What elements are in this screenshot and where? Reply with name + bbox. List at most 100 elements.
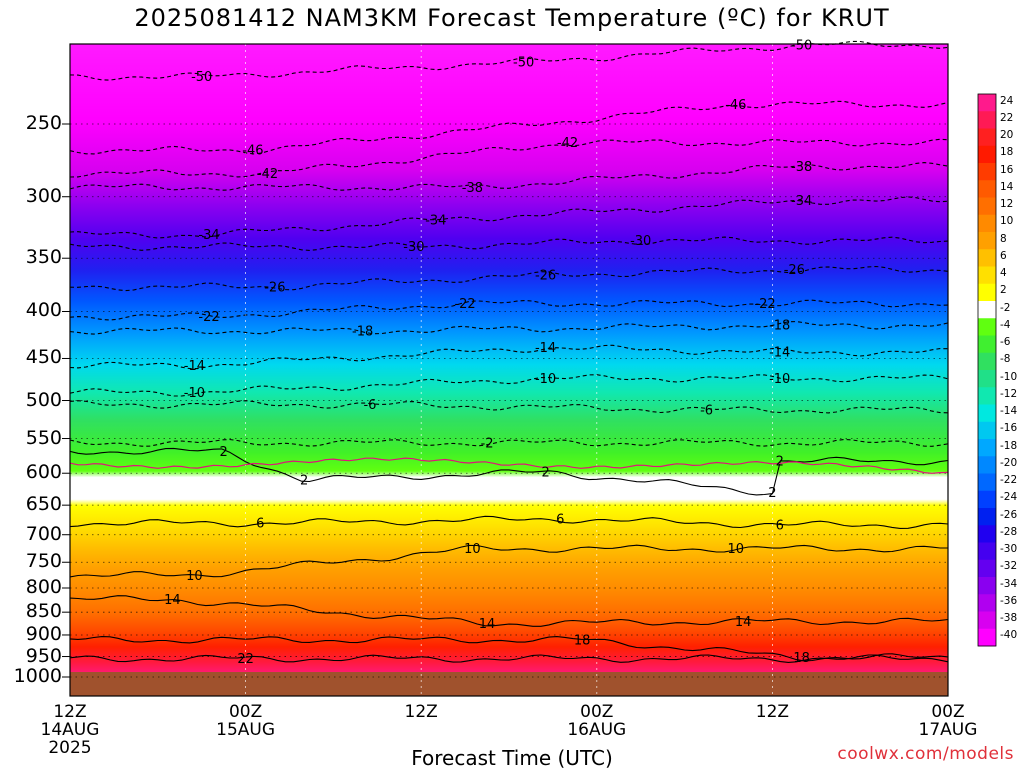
- contour-label: 22: [237, 652, 254, 667]
- x-tick-label-line: 00Z: [931, 702, 965, 722]
- colorbar-label: -38: [1000, 612, 1018, 625]
- y-tick-label: 700: [25, 522, 62, 545]
- contour-label: 6: [556, 513, 564, 528]
- contour-label: 10: [186, 569, 203, 584]
- contour-label: -30: [630, 234, 651, 249]
- colorbar-label: -12: [1000, 387, 1018, 400]
- contour-line: [69, 374, 949, 397]
- contour-label: -14: [535, 341, 556, 356]
- contour-label: -18: [352, 324, 373, 339]
- colorbar-label: -16: [1000, 422, 1018, 435]
- colorbar-swatch: [978, 542, 996, 561]
- y-tick-label: 250: [25, 112, 62, 134]
- contour-line: [69, 321, 949, 335]
- colorbar-swatch: [978, 490, 996, 509]
- y-tick-label: 450: [25, 346, 62, 369]
- colorbar-label: -20: [1000, 456, 1018, 469]
- contour-label: -22: [754, 297, 775, 312]
- x-tick-label-line: 15AUG: [216, 720, 276, 740]
- y-tick-label: 550: [25, 426, 62, 449]
- y-tick-label: 300: [25, 184, 62, 207]
- contour-label: -42: [257, 167, 278, 182]
- colorbar-label: 8: [1000, 232, 1007, 245]
- contour-label: -34: [425, 213, 446, 228]
- contour-label: 14: [164, 593, 181, 608]
- colorbar-swatch: [978, 439, 996, 457]
- colorbar-label: -34: [1000, 577, 1018, 590]
- contour-label: -50: [791, 38, 812, 53]
- contour-label: -46: [725, 98, 746, 113]
- y-tick-label: 850: [25, 600, 62, 623]
- colorbar-label: -6: [1000, 336, 1011, 349]
- contour-label: -26: [784, 263, 805, 278]
- colorbar-swatch: [978, 508, 996, 526]
- colorbar-swatch: [978, 301, 996, 319]
- colorbar-swatch: [978, 421, 996, 440]
- contour-label: 6: [256, 517, 264, 532]
- contour-label: -46: [242, 144, 263, 159]
- freezing-level-line: [69, 457, 949, 474]
- y-tick-label: 950: [25, 644, 62, 667]
- contour-label: -26: [535, 268, 556, 283]
- contour-labels: -50-50-50-46-46-42-42-38-38-34-34-34-30-…: [164, 38, 812, 667]
- colorbar-swatch: [978, 404, 996, 423]
- colorbar-swatch: [978, 128, 996, 147]
- contour-line: [69, 438, 949, 447]
- plot-frame: [69, 43, 949, 697]
- colorbar-swatch: [978, 318, 996, 336]
- contour-label: -10: [769, 372, 790, 387]
- colorbar-label: -24: [1000, 491, 1018, 504]
- contour-line: [69, 40, 949, 81]
- x-tick-label: 12Z: [376, 703, 466, 721]
- y-tick-label: 650: [25, 493, 62, 516]
- y-tick-label: 350: [25, 246, 62, 269]
- contour-label: 2: [220, 445, 228, 460]
- contour-label: -10: [535, 372, 556, 387]
- contour-label: -38: [791, 160, 812, 175]
- contour-line: [69, 236, 949, 251]
- colorbar-swatch: [978, 94, 996, 112]
- colorbar-swatch: [978, 352, 996, 371]
- contour-label: 2: [776, 455, 784, 470]
- colorbar-label: -14: [1000, 405, 1018, 418]
- colorbar-label: -4: [1000, 318, 1011, 331]
- contour-line: [69, 447, 949, 496]
- colorbar-swatch: [978, 628, 996, 647]
- colorbar-swatch: [978, 611, 996, 630]
- y-tick-label: 400: [25, 299, 62, 322]
- colorbar-label: -10: [1000, 370, 1018, 383]
- colorbar-label: -26: [1000, 508, 1018, 521]
- contour-line: [69, 196, 949, 239]
- y-tick-label: 600: [25, 461, 62, 484]
- contour-label: -50: [191, 70, 212, 85]
- colorbar-label: 18: [1000, 146, 1014, 159]
- colorbar-swatch: [978, 163, 996, 181]
- contour-line: [69, 595, 949, 627]
- colorbar-label: -22: [1000, 474, 1018, 487]
- colorbar-swatch: [978, 370, 996, 388]
- colorbar-label: -36: [1000, 594, 1018, 607]
- contour-line: [69, 138, 949, 178]
- colorbar-label: -30: [1000, 543, 1018, 556]
- colorbar-swatch: [978, 145, 996, 164]
- contour-label: -2: [481, 436, 494, 451]
- contour-label: -42: [557, 136, 578, 151]
- y-tick-label: 750: [25, 550, 62, 573]
- colorbar-label: -18: [1000, 439, 1018, 452]
- contour-label: 14: [735, 615, 752, 630]
- contour-label: 2: [300, 473, 308, 488]
- x-tick-label-line: 2025: [48, 738, 92, 758]
- contour-label: -30: [403, 240, 424, 255]
- contour-label: -34: [198, 228, 219, 243]
- colorbar-label: 16: [1000, 163, 1014, 176]
- contour-line: [69, 162, 949, 191]
- colorbar-label: 2: [1000, 284, 1007, 297]
- x-tick-label-line: 17AUG: [918, 720, 978, 740]
- colorbar-label: 10: [1000, 215, 1014, 228]
- x-tick-label-line: 00Z: [228, 702, 263, 722]
- colorbar-swatch: [978, 266, 996, 285]
- colorbar-swatch: [978, 249, 996, 267]
- contour-label: 18: [574, 633, 591, 648]
- colorbar-swatch: [978, 232, 996, 250]
- colorbar-swatch: [978, 283, 996, 302]
